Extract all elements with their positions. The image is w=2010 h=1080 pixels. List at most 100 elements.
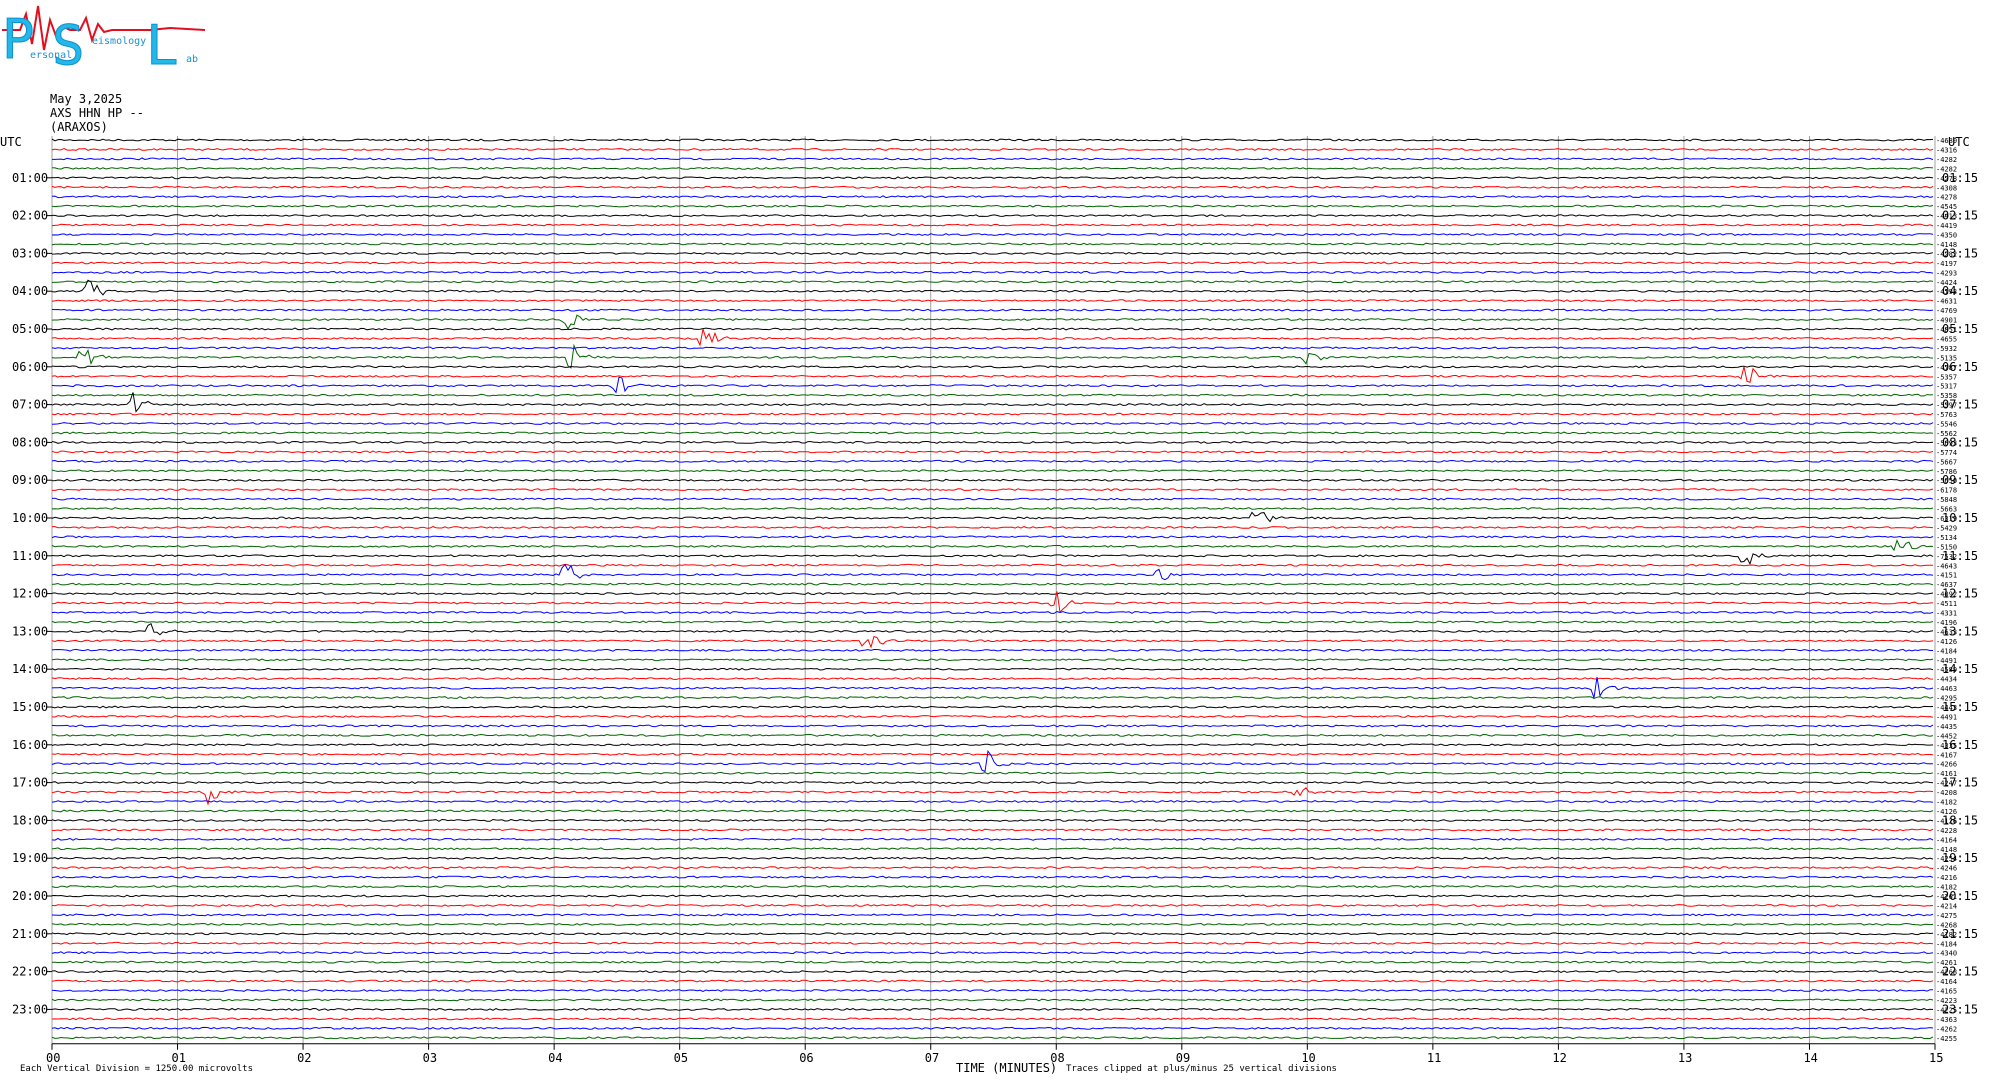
hour-label-left: 01:00 — [12, 171, 48, 185]
trace-88 — [51, 970, 1933, 974]
trace-offset-label: -4261 — [1936, 959, 1957, 967]
hour-label-right: 17:15 — [1942, 776, 1978, 790]
trace-offset-label: -7532 — [1936, 553, 1957, 561]
trace-63 — [51, 733, 1934, 737]
trace-offset-label: -5667 — [1936, 458, 1957, 466]
trace-60 — [51, 705, 1934, 709]
trace-53 — [51, 635, 1934, 649]
trace-offset-label: -5358 — [1936, 392, 1957, 400]
trace-70 — [51, 800, 1934, 803]
hour-label-right: 03:15 — [1942, 246, 1978, 260]
hour-label-left: 03:00 — [12, 246, 48, 260]
trace-22 — [51, 346, 1934, 350]
logo-seismic-wave — [2, 5, 205, 51]
hour-label-left: 14:00 — [12, 662, 48, 676]
trace-offset-label: -4126 — [1936, 817, 1957, 825]
trace-offset-label: -4161 — [1936, 770, 1957, 778]
x-tick-label: 08 — [1050, 1051, 1064, 1065]
trace-38 — [51, 497, 1934, 501]
hour-label-right: 07:15 — [1942, 398, 1978, 412]
trace-offset-label: -4851 — [1936, 326, 1957, 334]
trace-23 — [51, 343, 1934, 369]
trace-offset-label: -4340 — [1936, 950, 1957, 958]
trace-66 — [51, 749, 1933, 773]
trace-offset-label: -4680 — [1936, 137, 1957, 145]
trace-13 — [51, 261, 1934, 265]
logo-word-2: eismology — [92, 36, 146, 47]
x-tick-label: 10 — [1301, 1051, 1315, 1065]
trace-offset-label: -4228 — [1936, 827, 1957, 835]
trace-offset-label: -4278 — [1936, 175, 1957, 183]
trace-offset-label: -4452 — [1936, 732, 1957, 740]
trace-37 — [52, 488, 1934, 492]
trace-offset-label: -5693 — [1936, 439, 1957, 447]
x-axis-title: TIME (MINUTES) — [956, 1061, 1057, 1075]
hour-label-left: 13:00 — [12, 624, 48, 638]
hour-label-right: 21:15 — [1942, 927, 1978, 941]
trace-9 — [51, 223, 1934, 227]
trace-offset-label: -4308 — [1936, 184, 1957, 192]
trace-54 — [51, 648, 1933, 652]
trace-27 — [51, 393, 1934, 397]
logo-word-1: ersonal — [30, 50, 72, 61]
trace-offset-label: -4443 — [1936, 704, 1957, 712]
hour-label-right: 09:15 — [1942, 473, 1978, 487]
hour-label-left: 06:00 — [12, 360, 48, 374]
trace-offset-label: -4434 — [1936, 676, 1957, 684]
hour-label-left: 17:00 — [12, 776, 48, 790]
trace-offset-label: -5150 — [1936, 543, 1957, 551]
trace-offset-label: -4214 — [1936, 902, 1957, 910]
trace-offset-label: -4419 — [1936, 222, 1957, 230]
trace-32 — [51, 440, 1934, 444]
hour-label-left: 20:00 — [12, 889, 48, 903]
trace-offset-label: -4901 — [1936, 317, 1957, 325]
trace-offset-label: -4643 — [1936, 562, 1957, 570]
hour-label-right: 01:15 — [1942, 171, 1978, 185]
trace-17 — [51, 299, 1934, 303]
left-utc-title: UTC — [0, 135, 22, 149]
trace-offset-label: -4363 — [1936, 1016, 1957, 1024]
trace-offset-label: -4491 — [1936, 657, 1957, 665]
hour-label-left: 09:00 — [12, 473, 48, 487]
hour-label-right: 05:15 — [1942, 322, 1978, 336]
trace-offset-label: -4193 — [1936, 288, 1957, 296]
trace-offset-label: -4637 — [1936, 581, 1957, 589]
trace-offset-label: -4545 — [1936, 203, 1957, 211]
trace-29 — [51, 412, 1934, 416]
logo-letter-s: S — [52, 14, 85, 70]
x-tick-label: 13 — [1678, 1051, 1692, 1065]
trace-56 — [51, 667, 1934, 671]
x-tick-label: 07 — [925, 1051, 939, 1065]
trace-offset-label: -4164 — [1936, 836, 1957, 844]
logo-letter-l: L — [146, 14, 179, 70]
trace-57 — [51, 677, 1934, 681]
trace-76 — [51, 856, 1934, 860]
psl-logo: P S L ersonal eismology ab — [2, 5, 205, 70]
trace-73 — [51, 828, 1934, 832]
hour-label-left: 04:00 — [12, 284, 48, 298]
hour-label-left: 11:00 — [12, 549, 48, 563]
trace-45 — [51, 563, 1934, 567]
hour-label-left: 22:00 — [12, 965, 48, 979]
trace-offset-label: -4182 — [1936, 799, 1957, 807]
trace-58 — [51, 676, 1934, 698]
trace-78 — [51, 875, 1934, 879]
trace-40 — [51, 511, 1934, 523]
clip-note: Traces clipped at plus/minus 25 vertical… — [1066, 1064, 1337, 1074]
trace-offset-label: -4316 — [1936, 146, 1957, 154]
trace-offset-label: -4151 — [1936, 572, 1957, 580]
x-tick-label: 05 — [674, 1051, 688, 1065]
trace-offset-label: -4275 — [1936, 912, 1957, 920]
trace-offset-label: -4167 — [1936, 751, 1957, 759]
trace-14 — [51, 270, 1934, 274]
trace-20 — [51, 327, 1934, 331]
trace-11 — [51, 242, 1934, 246]
trace-offset-label: -4268 — [1936, 921, 1957, 929]
trace-15 — [51, 280, 1934, 284]
trace-1 — [51, 148, 1934, 151]
x-tick-label: 00 — [46, 1051, 60, 1065]
trace-offset-label: -4197 — [1936, 260, 1957, 268]
x-tick-label: 01 — [172, 1051, 186, 1065]
trace-91 — [51, 998, 1934, 1002]
